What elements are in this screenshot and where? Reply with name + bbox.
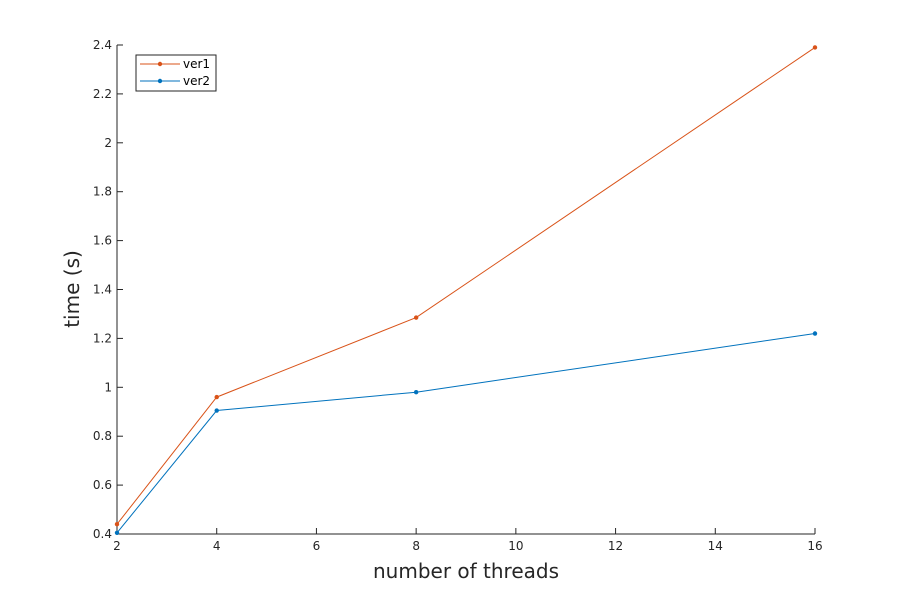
data-point-ver1 bbox=[413, 315, 419, 320]
y-tick-label: 0.6 bbox=[93, 478, 112, 492]
y-tick-label: 1.6 bbox=[93, 234, 112, 248]
y-tick-label: 1.2 bbox=[93, 331, 112, 345]
legend-label-ver2: ver2 bbox=[183, 74, 210, 88]
data-point-ver1 bbox=[214, 394, 219, 400]
x-tick-label: 8 bbox=[412, 539, 420, 553]
x-tick-label: 4 bbox=[213, 539, 221, 553]
data-point-ver1 bbox=[812, 45, 818, 50]
x-axis-label: number of threads bbox=[373, 559, 559, 583]
data-point-ver2 bbox=[214, 408, 219, 413]
x-tick-label: 14 bbox=[708, 539, 723, 553]
y-tick-label: 1.4 bbox=[93, 283, 112, 297]
data-point-ver2 bbox=[413, 389, 419, 395]
x-tick-label: 2 bbox=[113, 539, 121, 553]
y-tick-label: 1.8 bbox=[93, 185, 112, 199]
y-tick-label: 2.2 bbox=[93, 87, 112, 101]
legend-marker-ver2 bbox=[157, 78, 163, 84]
data-point-ver2 bbox=[114, 530, 120, 535]
x-tick-label: 10 bbox=[508, 539, 523, 553]
series-group bbox=[114, 45, 818, 535]
legend: ver1 ver2 bbox=[135, 54, 217, 92]
x-tick-label: 12 bbox=[608, 539, 623, 553]
y-tick-label: 1 bbox=[104, 380, 112, 394]
axes: 2 4 6 8 10 12 14 16 0.4 0.6 0.8 1 1.2 1.4 1.6 1.8 2 2.2 2.… bbox=[93, 38, 823, 553]
series-line-ver2 bbox=[116, 333, 816, 534]
y-tick-label: 0.8 bbox=[93, 429, 112, 443]
y-tick-label: 2 bbox=[104, 136, 112, 150]
data-point-ver2 bbox=[812, 331, 818, 336]
series-line-ver1 bbox=[116, 46, 816, 525]
x-tick-label: 6 bbox=[313, 539, 321, 553]
legend-box bbox=[135, 54, 217, 92]
legend-label-ver1: ver1 bbox=[183, 57, 210, 71]
y-tick-label: 0.4 bbox=[93, 527, 112, 541]
y-axis-label: time (s) bbox=[60, 250, 84, 328]
y-tick-label: 2.4 bbox=[93, 38, 112, 52]
legend-marker-ver1 bbox=[157, 61, 163, 67]
data-point-ver1 bbox=[114, 522, 120, 527]
x-tick-label: 16 bbox=[807, 539, 822, 553]
